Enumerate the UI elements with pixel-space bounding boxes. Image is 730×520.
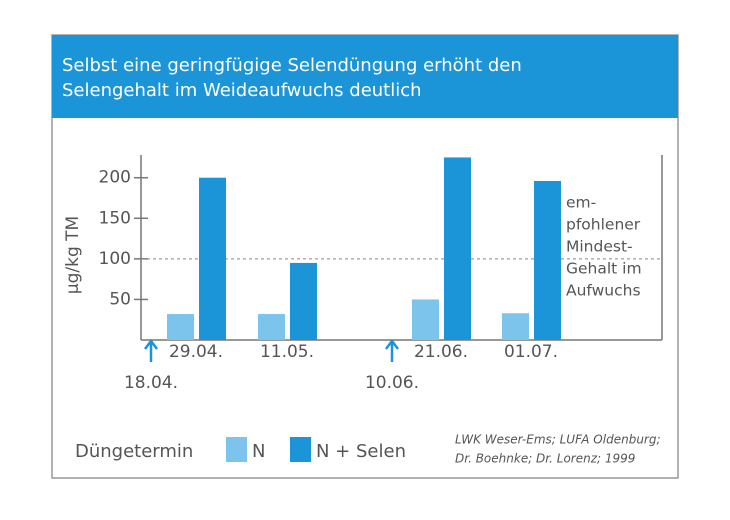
bar xyxy=(412,299,439,340)
bar xyxy=(290,262,317,340)
reference-label: Aufwuchs xyxy=(566,282,641,300)
x-tick-label: 01.07. xyxy=(504,342,558,362)
y-tick-label: 150 xyxy=(99,208,131,228)
y-tick-label: 100 xyxy=(99,249,131,269)
title-band xyxy=(52,35,678,118)
legend-swatch xyxy=(226,437,247,462)
bar xyxy=(199,177,226,340)
legend-label: N xyxy=(252,441,265,462)
bar xyxy=(258,314,285,340)
legend-swatch xyxy=(290,437,311,462)
bar xyxy=(502,313,529,340)
x-tick-label: 29.04. xyxy=(169,342,223,362)
fertilization-date: 18.04. xyxy=(124,373,178,393)
arrow xyxy=(144,338,158,362)
chart-title: Selbst eine geringfügige Selendüngung er… xyxy=(62,55,522,76)
source: LWK Weser-Ems; LUFA Oldenburg; xyxy=(455,433,661,447)
legend-title: Düngetermin xyxy=(75,441,193,462)
reference-label: pfohlener xyxy=(566,216,641,234)
bar xyxy=(534,180,561,340)
reference-label: Mindest- xyxy=(566,238,633,256)
y-tick-label: 200 xyxy=(99,168,131,188)
fertilization-date: 10.06. xyxy=(365,373,419,393)
reference-label: Gehalt im xyxy=(566,260,642,278)
legend-label: N + Selen xyxy=(316,441,406,462)
chart-title: Selengehalt im Weideaufwuchs deutlich xyxy=(62,80,422,101)
y-axis-label: µg/kg TM xyxy=(63,216,83,294)
arrow xyxy=(385,338,399,362)
reference-label: em- xyxy=(566,194,596,212)
bar xyxy=(444,157,471,340)
y-tick-label: 50 xyxy=(109,289,131,309)
x-tick-label: 11.05. xyxy=(260,342,314,362)
bar xyxy=(167,314,194,340)
source: Dr. Boehnke; Dr. Lorenz; 1999 xyxy=(455,452,635,466)
x-tick-label: 21.06. xyxy=(414,342,468,362)
